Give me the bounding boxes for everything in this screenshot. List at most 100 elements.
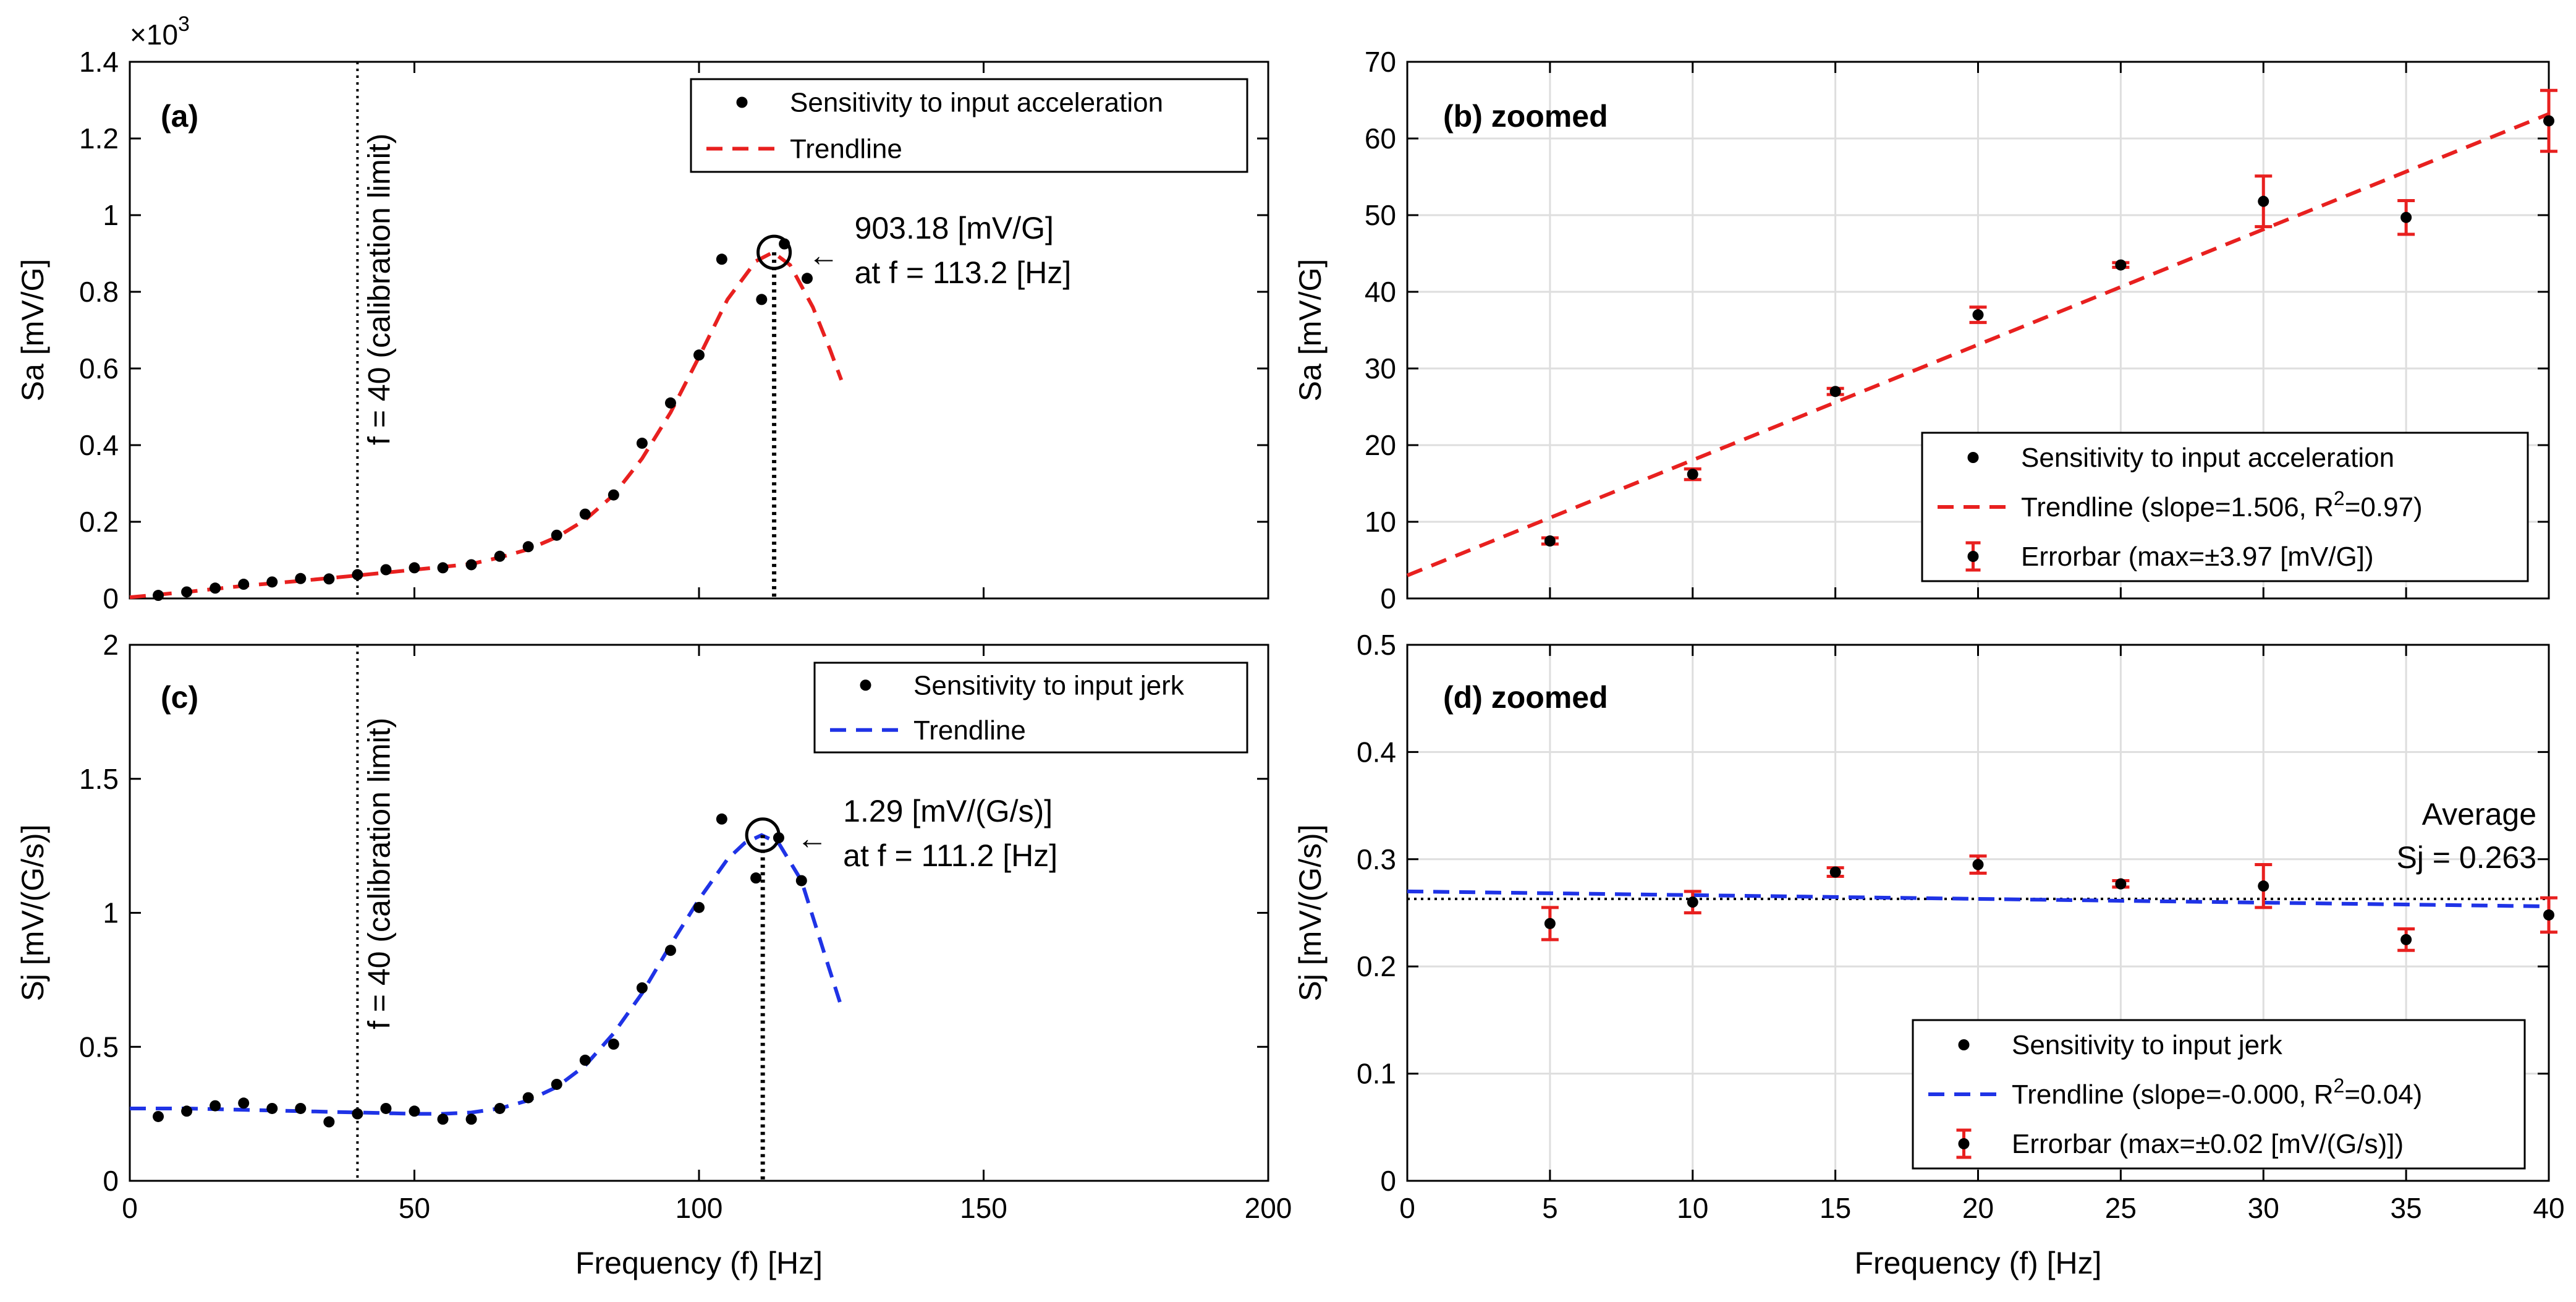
data-point — [522, 541, 534, 553]
legend-box — [1921, 432, 2529, 582]
data-point — [664, 397, 676, 409]
data-point — [1829, 866, 1841, 878]
y-tick-label: 20 — [1365, 429, 1396, 461]
data-point — [437, 562, 449, 574]
legend-label-points: Sensitivity to input jerk — [913, 670, 1185, 700]
data-point — [693, 349, 705, 361]
x-tick-label: 20 — [1962, 1192, 1994, 1224]
legend-sup: 2 — [2334, 487, 2345, 509]
x-tick-label: 150 — [960, 1192, 1007, 1224]
peak-circle — [756, 234, 792, 270]
y-multiplier-exp: 3 — [178, 12, 190, 36]
data-point — [238, 579, 250, 590]
y-multiplier: ×103 — [130, 12, 190, 51]
data-point — [380, 564, 392, 576]
data-point — [1687, 469, 1698, 480]
data-point — [801, 273, 813, 284]
panel-b: 0 10 20 30 40 50 60 70 Sa [mV/G] (b) zoomed Sensit… — [1293, 46, 2557, 615]
legend-box — [690, 78, 1248, 173]
legend-label-points: Sensitivity to input jerk — [2012, 1030, 2283, 1060]
data-point — [153, 590, 164, 602]
legend-label-errorbar: Errorbar (max=±3.97 [mV/G]) — [2021, 542, 2374, 572]
data-point — [795, 875, 807, 887]
data-point — [664, 945, 676, 956]
average-label: Average — [2422, 797, 2536, 832]
data-point — [210, 582, 221, 594]
data-point — [693, 901, 705, 913]
data-point — [2115, 259, 2127, 271]
y-axis-label: Sa [mV/G] — [1293, 259, 1328, 402]
data-point — [2400, 934, 2412, 945]
data-point — [636, 982, 648, 994]
legend-marker-errorbar-point — [1967, 551, 1979, 562]
trendline — [1406, 112, 2550, 577]
legend-label-points: Sensitivity to input acceleration — [790, 88, 1163, 118]
data-point — [266, 1102, 278, 1114]
peak-arrow: ← — [797, 821, 828, 856]
data-point — [295, 572, 307, 584]
data-point — [437, 1113, 449, 1125]
data-point — [1829, 386, 1841, 398]
data-point — [266, 576, 278, 588]
data-point — [2543, 115, 2554, 127]
panel-c: 0 50 100 150 200 0 0.5 1 1.5 2 Frequency (f) [Hz] S… — [15, 629, 1292, 1280]
y-tick-label: 1 — [103, 897, 119, 929]
data-point — [2543, 909, 2554, 921]
legend: Sensitivity to input acceleration Trendli… — [1921, 432, 2529, 582]
y-tick-label: 50 — [1365, 199, 1396, 231]
y-tick-label: 1.4 — [79, 46, 119, 78]
peak-value: 1.29 [mV/(G/s)] — [843, 794, 1053, 828]
y-tick-label: 0.3 — [1357, 843, 1396, 875]
legend-sup: 2 — [2334, 1074, 2345, 1097]
legend-box — [1912, 1019, 2526, 1170]
y-tick-label: 0 — [1380, 1165, 1396, 1197]
y-tick-label: 1.5 — [79, 763, 119, 795]
x-tick-label: 200 — [1245, 1192, 1292, 1224]
panel-label: (d) zoomed — [1443, 680, 1608, 715]
data-point — [380, 1102, 392, 1114]
data-point — [2258, 195, 2269, 207]
panel-d: 0 5 10 15 20 25 30 35 40 0 0.1 0.2 0.3 0.4 0.5 Frequenc… — [1293, 629, 2565, 1280]
legend-label-errorbar: Errorbar (max=±0.02 [mV/(G/s)]) — [2012, 1129, 2404, 1159]
data-point — [608, 489, 619, 501]
legend-label-trendline: Trendline (slope=1.506, R2=0.97) — [2021, 487, 2423, 522]
data-point — [1972, 859, 1984, 870]
data-point — [181, 586, 193, 598]
y-tick-label: 70 — [1365, 46, 1396, 78]
data-point — [608, 1038, 619, 1050]
x-tick-label: 0 — [1399, 1192, 1415, 1224]
panel-label: (b) zoomed — [1443, 99, 1608, 134]
data-point — [352, 1108, 363, 1120]
y-tick-label: 0.5 — [1357, 629, 1396, 661]
data-point — [773, 832, 784, 844]
average-value: Sj = 0.263 — [2396, 840, 2536, 875]
data-point — [409, 1105, 420, 1117]
data-point — [579, 508, 591, 520]
legend-marker-points — [860, 679, 871, 691]
data-point — [352, 569, 363, 581]
y-tick-label: 0 — [1380, 582, 1396, 615]
y-tick-label: 0.8 — [79, 276, 119, 308]
panel-a: 0 0.2 0.4 0.6 0.8 1 1.2 1.4 ×103 Sa [mV/G] (a) f = … — [15, 12, 1269, 615]
x-tick-label: 40 — [2533, 1192, 2564, 1224]
y-tick-label: 1 — [103, 199, 119, 231]
data-point — [295, 1102, 307, 1114]
legend: Sensitivity to input jerk Trendline (slop… — [1912, 1019, 2526, 1170]
data-point — [716, 253, 727, 265]
legend-label-trendline: Trendline (slope=-0.000, R2=0.04) — [2012, 1074, 2422, 1110]
legend: Sensitivity to input acceleration Trendli… — [690, 78, 1248, 173]
data-point — [579, 1054, 591, 1066]
y-tick-label: 60 — [1365, 122, 1396, 155]
y-tick-label: 0.2 — [79, 506, 119, 538]
data-point — [1544, 917, 1556, 929]
data-point — [2115, 878, 2127, 890]
y-tick-label: 0.5 — [79, 1031, 119, 1063]
y-tick-label: 0 — [103, 582, 119, 615]
data-point — [551, 1078, 562, 1090]
data-point — [716, 813, 727, 825]
peak-frequency: at f = 113.2 [Hz] — [855, 255, 1072, 290]
legend-box — [813, 662, 1248, 754]
trendline — [130, 833, 844, 1116]
data-point — [323, 573, 335, 585]
data-point — [750, 872, 762, 884]
